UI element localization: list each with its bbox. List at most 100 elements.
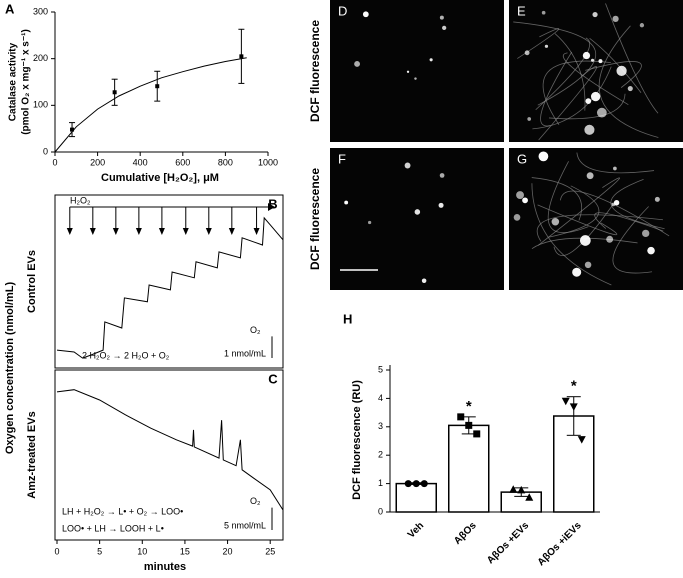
cell (522, 197, 528, 204)
cell (362, 11, 369, 18)
x-tick-label: AβOs +iEVs (536, 520, 584, 568)
x-tick-label: 400 (133, 157, 148, 167)
cell (538, 151, 549, 162)
data-point (457, 413, 465, 421)
cell (572, 267, 582, 277)
cell (627, 85, 633, 92)
y-tick-label: 0 (378, 506, 383, 516)
scale-label: 5 nmol/mL (224, 520, 266, 530)
addition-arrowhead (66, 228, 73, 235)
cell (639, 23, 645, 28)
plot-frame (54, 194, 284, 369)
x-tick-label: 0 (54, 546, 59, 556)
cell (654, 196, 660, 202)
data-point (70, 127, 75, 132)
cell (429, 58, 433, 62)
neurite (542, 60, 611, 125)
addition-arrowhead (112, 228, 119, 235)
panel-label: C (268, 371, 278, 386)
cell (586, 172, 594, 180)
cell (592, 11, 598, 18)
y-axis-label: Oxygen concentration (nmol/mL) (4, 281, 16, 454)
cell (541, 10, 546, 15)
addition-label: H₂O₂ (70, 195, 91, 205)
bar (395, 482, 437, 513)
neurite (532, 66, 612, 130)
cell (613, 200, 620, 206)
addition-arrowhead (228, 228, 235, 235)
cell (584, 261, 592, 269)
x-tick-label: 5 (97, 546, 102, 556)
scale-species: O₂ (250, 496, 261, 506)
panel-label: G (517, 151, 527, 166)
neurite (585, 61, 642, 88)
equation: LOO• + LH → LOOH + L• (62, 523, 164, 533)
cell (585, 98, 592, 104)
neurite (562, 52, 629, 106)
x-tick-label: 200 (90, 157, 105, 167)
cell (582, 51, 591, 60)
data-point (239, 54, 244, 59)
y-axis-label: (pmol O₂ x mg⁻¹ x s⁻¹) (21, 29, 32, 135)
neurite (554, 33, 586, 111)
panel-label: B (268, 196, 277, 211)
data-point (420, 480, 428, 488)
equation: LH + H₂O₂ → L• + O₂ → LOO• (62, 506, 183, 516)
cell (613, 166, 617, 171)
y-axis-label: Catalase activity (8, 42, 19, 121)
y-tick-label: 0 (43, 146, 48, 156)
cell (590, 91, 601, 102)
cell (606, 235, 614, 243)
cell (616, 65, 627, 76)
trace (56, 216, 284, 359)
cell (421, 278, 427, 284)
addition-arrowhead (158, 228, 165, 235)
cell (354, 61, 360, 67)
data-point (155, 84, 160, 89)
neurite (535, 37, 591, 111)
addition-arrowhead (135, 228, 142, 235)
x-axis-label: minutes (144, 561, 186, 573)
x-tick-label: 800 (218, 157, 233, 167)
y-tick-label: 5 (378, 364, 383, 374)
cell (584, 124, 595, 135)
x-tick-label: 600 (175, 157, 190, 167)
neurite (612, 206, 653, 274)
row-label: Control EVs (26, 250, 38, 313)
row-label: DCF fluorescence (308, 20, 322, 122)
y-tick-label: 1 (378, 478, 383, 488)
x-tick-label: 10 (137, 546, 147, 556)
neurite (531, 237, 638, 249)
micrograph (509, 0, 683, 142)
x-tick-label: AβOs (452, 520, 479, 547)
x-tick-label: 15 (180, 546, 190, 556)
y-tick-label: 300 (33, 6, 48, 16)
addition-arrowhead (253, 228, 260, 235)
neurite (517, 28, 560, 59)
row-label: DCF fluorescence (308, 168, 322, 270)
neurite (560, 190, 670, 237)
neurite (537, 204, 618, 236)
data-point (473, 430, 481, 438)
cell (516, 191, 525, 199)
scale-label: 1 nmol/mL (224, 348, 266, 358)
x-axis-label: Cumulative [H₂O₂], μM (101, 172, 219, 184)
panel-label: F (338, 151, 346, 166)
y-axis-label: DCF fluorescence (RU) (351, 380, 363, 500)
micrograph (330, 0, 504, 142)
y-tick-label: 4 (378, 393, 383, 403)
data-point (465, 421, 473, 429)
cell (406, 70, 410, 73)
scale-species: O₂ (250, 325, 261, 335)
cell (598, 59, 603, 64)
neurite (538, 66, 597, 141)
neurite (553, 203, 614, 256)
neurite (531, 183, 612, 286)
cell (612, 15, 619, 22)
cell (442, 25, 447, 31)
data-point (112, 90, 117, 95)
neurite (610, 179, 665, 230)
cell (414, 209, 421, 215)
cell (439, 173, 445, 178)
data-point (569, 403, 578, 411)
